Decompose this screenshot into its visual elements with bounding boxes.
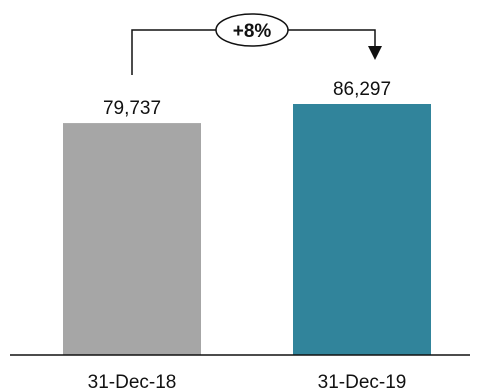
x-tick-label-31-dec-18: 31-Dec-18 (88, 372, 177, 392)
change-badge (215, 13, 289, 47)
value-label-31-dec-19: 86,297 (333, 79, 391, 100)
value-label-31-dec-18: 79,737 (103, 98, 161, 119)
bars-group (63, 104, 431, 355)
arrow-down-icon (368, 46, 382, 60)
bar-31-dec-19 (293, 104, 431, 355)
change-badge-label: +8% (233, 21, 272, 42)
x-tick-label-31-dec-19: 31-Dec-19 (318, 372, 407, 392)
bar-31-dec-18 (63, 123, 201, 355)
